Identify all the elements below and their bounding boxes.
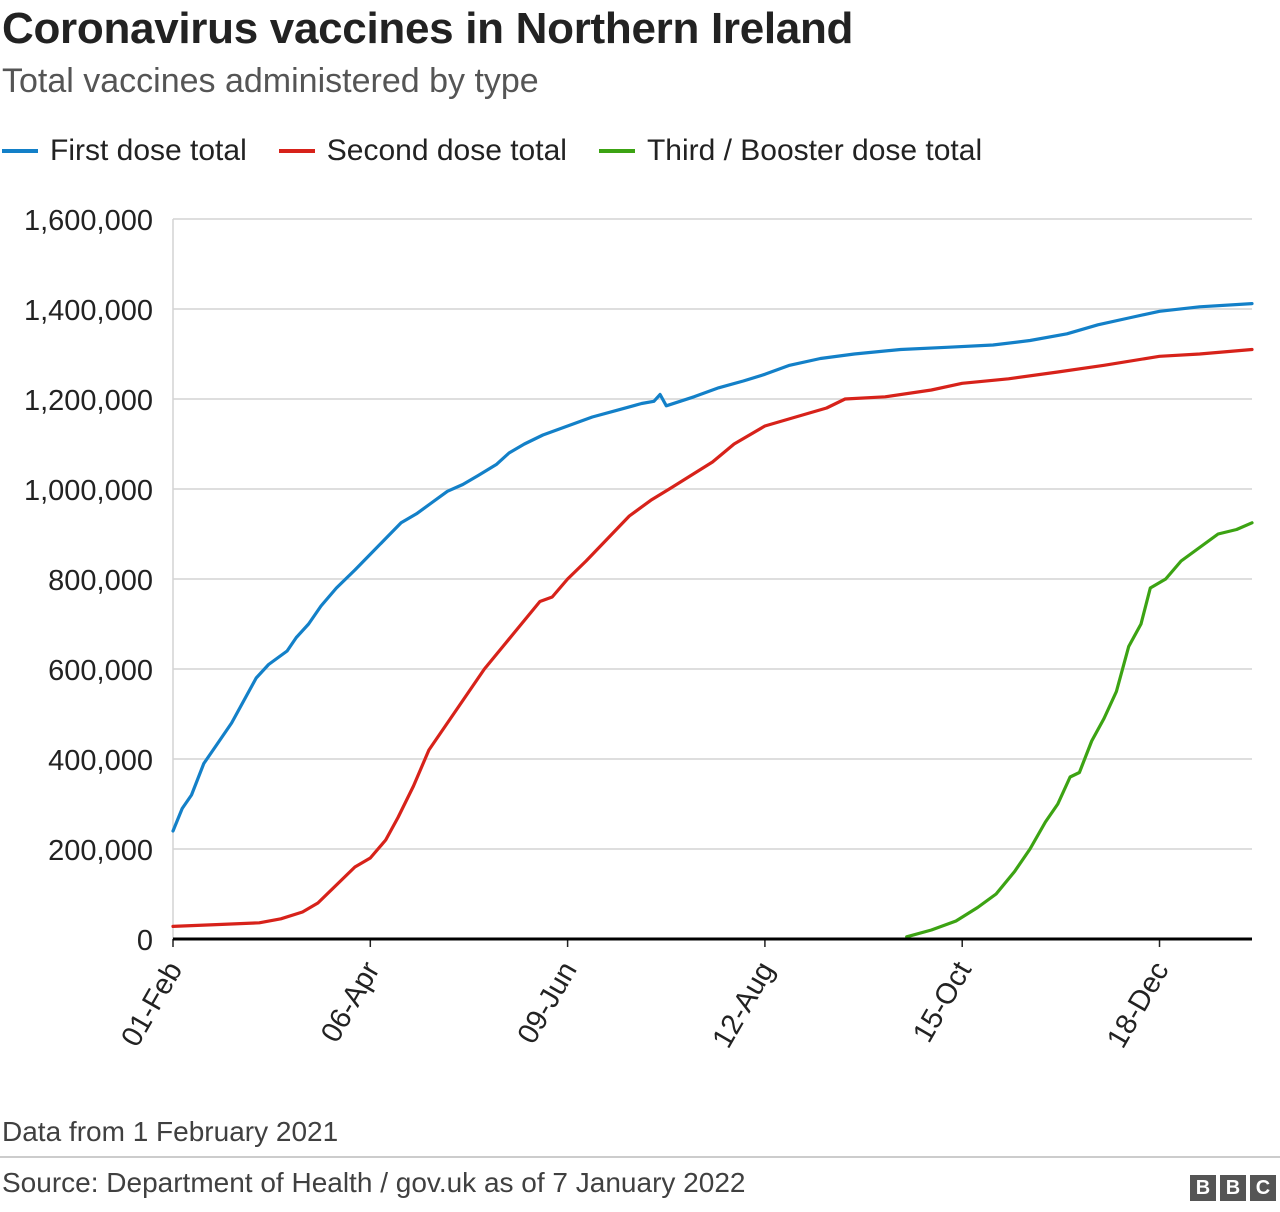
chart-note: Data from 1 February 2021: [2, 1116, 339, 1147]
line-chart: 0 200,000 400,000 600,000 800,000 1,000,000 1,…: [24, 205, 1254, 1054]
legend-swatch: [598, 149, 635, 153]
legend-item-booster-dose: Third / Booster dose total: [598, 134, 983, 168]
y-tick-label: 1,200,000: [24, 385, 153, 417]
logo-letter: B: [1220, 1175, 1246, 1201]
y-tick-label: 1,000,000: [24, 475, 153, 507]
legend-label: Third / Booster dose total: [646, 134, 983, 167]
y-tick-label: 0: [137, 925, 153, 957]
chart-title: Coronavirus vaccines in Northern Ireland: [2, 4, 854, 53]
y-tick-label: 400,000: [48, 745, 153, 777]
series-line: [905, 521, 1254, 939]
y-tick-label: 1,600,000: [24, 205, 153, 237]
series-line: [171, 302, 1254, 833]
y-tick-label: 200,000: [48, 835, 153, 867]
logo-letter: B: [1190, 1175, 1216, 1201]
y-tick-label: 1,400,000: [24, 295, 153, 327]
x-tick-label: 15-Oct: [907, 957, 978, 1048]
chart-legend: First dose total Second dose total Third…: [2, 134, 1014, 168]
legend-label: First dose total: [50, 134, 247, 167]
legend-swatch: [278, 149, 315, 153]
x-tick-label: 18-Dec: [1101, 957, 1175, 1054]
x-tick-label: 06-Apr: [315, 956, 386, 1048]
chart-subtitle: Total vaccines administered by type: [2, 62, 539, 100]
series-line: [171, 347, 1254, 928]
logo-letter: C: [1250, 1175, 1276, 1201]
legend-item-second-dose: Second dose total: [278, 134, 567, 168]
legend-swatch: [2, 149, 38, 153]
bbc-logo: B B C: [1190, 1175, 1276, 1201]
legend-label: Second dose total: [326, 134, 567, 167]
chart-source: Source: Department of Health / gov.uk as…: [2, 1167, 746, 1198]
y-tick-label: 800,000: [48, 565, 153, 597]
x-tick-label: 01-Feb: [115, 957, 189, 1053]
footer-divider: [0, 1156, 1280, 1158]
y-tick-label: 600,000: [48, 655, 153, 687]
x-tick-label: 12-Aug: [707, 957, 781, 1054]
legend-item-first-dose: First dose total: [2, 134, 247, 168]
x-tick-label: 09-Jun: [512, 957, 584, 1050]
